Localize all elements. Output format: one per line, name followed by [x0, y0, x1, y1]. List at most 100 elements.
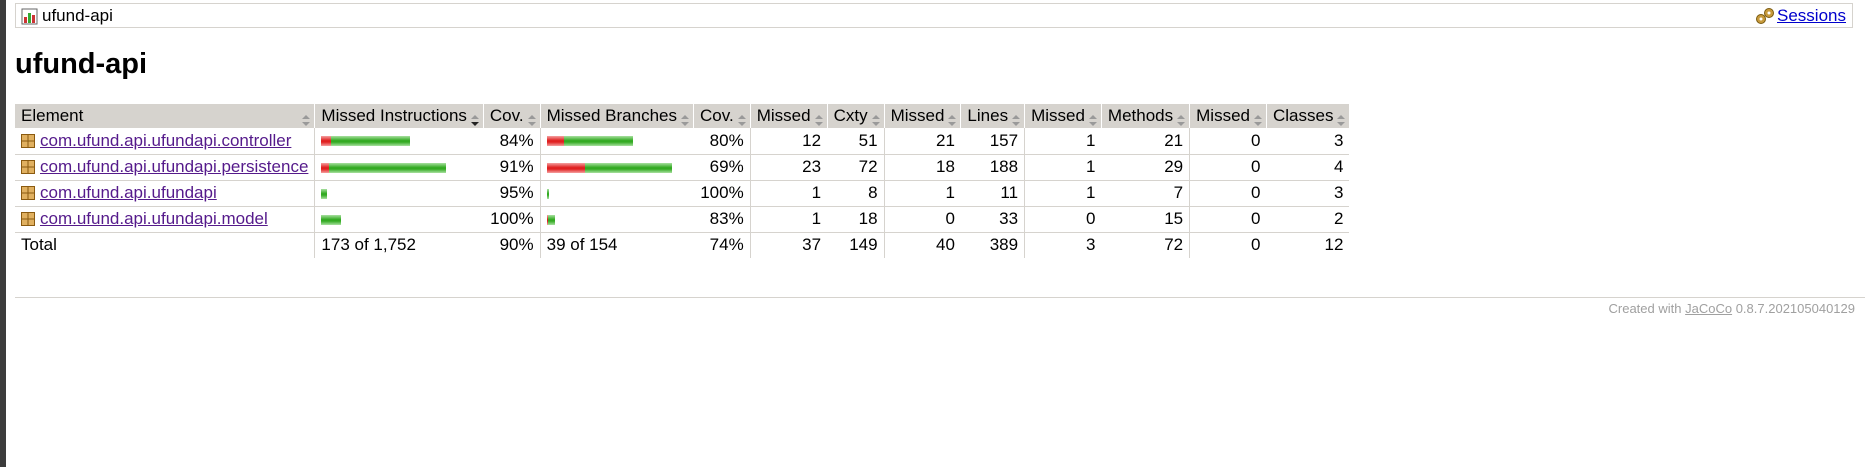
total-instructions: 173 of 1,752: [314, 231, 484, 258]
sessions-link[interactable]: Sessions: [1777, 6, 1846, 25]
classes-value: 3: [1266, 180, 1350, 207]
header-cxty-missed[interactable]: Missed: [749, 104, 828, 128]
header-cxty[interactable]: Cxty: [826, 104, 885, 128]
sort-icon: [681, 111, 689, 126]
branches-coverage-bar: [546, 188, 549, 199]
footer-prefix: Created with: [1608, 301, 1682, 316]
package-link[interactable]: com.ufund.api.ufundapi: [40, 183, 217, 202]
total-label: Total: [15, 231, 315, 258]
missed-bar: [546, 214, 548, 225]
total-methods: 72: [1101, 231, 1190, 258]
header-classes-missed[interactable]: Missed: [1189, 104, 1267, 128]
sessions-icon: [1755, 7, 1775, 25]
missed-bar: [321, 162, 330, 173]
instructions-coverage-bar: [321, 162, 447, 173]
header-missed-branches[interactable]: Missed Branches: [539, 104, 694, 128]
lines-value: 11: [960, 180, 1025, 207]
cxty-missed-value: 12: [749, 128, 828, 155]
breadcrumb: ufund-api Sessions: [15, 3, 1853, 28]
instructions-coverage-bar: [321, 188, 328, 199]
covered-bar: [321, 214, 342, 225]
package-link[interactable]: com.ufund.api.ufundapi.controller: [40, 130, 292, 150]
package-link[interactable]: com.ufund.api.ufundapi.persistence: [40, 157, 309, 176]
lines-value: 188: [960, 154, 1025, 181]
report-icon: [21, 8, 38, 25]
cxty-value: 8: [827, 180, 885, 207]
methods-value: 29: [1101, 154, 1190, 181]
covered-bar: [321, 188, 328, 199]
total-methods-missed: 3: [1024, 231, 1102, 258]
footer-divider: [15, 297, 1865, 298]
branches-cov-value: 69%: [693, 154, 751, 181]
lines-missed-value: 18: [883, 154, 961, 181]
footer-version: 0.8.7.202105040129: [1735, 301, 1855, 316]
sort-icon: [948, 111, 957, 126]
cxty-missed-value: 23: [749, 154, 828, 181]
branches-cov-value: 100%: [693, 180, 751, 207]
classes-value: 4: [1266, 154, 1350, 181]
lines-value: 157: [960, 128, 1025, 155]
header-branches-cov[interactable]: Cov.: [693, 104, 751, 128]
sort-icon: [1337, 111, 1346, 126]
classes-missed-value: 0: [1189, 154, 1267, 181]
package-link[interactable]: com.ufund.api.ufundapi.model: [40, 209, 268, 228]
total-lines-missed: 40: [883, 231, 961, 258]
branches-coverage-bar: [546, 162, 672, 173]
branches-cov-value: 80%: [693, 128, 751, 155]
sort-icon: [1088, 111, 1097, 126]
sort-icon: [814, 111, 823, 126]
methods-missed-value: 1: [1024, 180, 1102, 207]
covered-bar: [563, 136, 633, 147]
package-icon: [21, 211, 35, 226]
package-icon: [21, 185, 35, 200]
cxty-value: 18: [827, 206, 885, 233]
header-element[interactable]: Element: [15, 104, 315, 128]
instructions-cov-value: 91%: [483, 154, 541, 181]
cxty-missed-value: 1: [749, 180, 828, 207]
package-icon: [21, 159, 35, 174]
methods-missed-value: 1: [1024, 128, 1102, 155]
lines-missed-value: 1: [883, 180, 961, 207]
methods-missed-value: 0: [1024, 206, 1102, 233]
instructions-coverage-bar: [321, 136, 411, 147]
total-instructions-cov: 90%: [483, 231, 541, 258]
lines-missed-value: 21: [883, 128, 961, 155]
sort-icon: [737, 111, 746, 126]
cxty-missed-value: 1: [749, 206, 828, 233]
header-instructions-cov[interactable]: Cov.: [482, 104, 541, 128]
header-lines[interactable]: Lines: [960, 104, 1025, 128]
instructions-coverage-bar: [321, 214, 342, 225]
header-methods[interactable]: Methods: [1100, 104, 1190, 128]
missed-bar: [546, 162, 585, 173]
header-methods-missed[interactable]: Missed: [1024, 104, 1102, 128]
classes-value: 3: [1266, 128, 1350, 155]
methods-value: 15: [1101, 206, 1190, 233]
table-header-row: Element Missed Instructions Cov. Missed …: [15, 104, 1350, 128]
total-classes-missed: 0: [1189, 231, 1267, 258]
instructions-cov-value: 84%: [483, 128, 541, 155]
total-cxty: 149: [827, 231, 885, 258]
cxty-value: 72: [827, 154, 885, 181]
branches-coverage-bar: [546, 214, 555, 225]
package-icon: [21, 133, 35, 148]
cxty-value: 51: [827, 128, 885, 155]
sort-icon: [871, 111, 880, 126]
sort-icon: [527, 111, 536, 126]
breadcrumb-report-name: ufund-api: [42, 6, 113, 25]
sort-icon: [1177, 111, 1186, 126]
table-row: com.ufund.api.ufundapi 95% 100% 1 8 1 11…: [15, 180, 1350, 207]
covered-bar: [547, 214, 555, 225]
covered-bar: [331, 136, 411, 147]
methods-value: 21: [1101, 128, 1190, 155]
classes-missed-value: 0: [1189, 206, 1267, 233]
lines-missed-value: 0: [883, 206, 961, 233]
methods-value: 7: [1101, 180, 1190, 207]
sort-icon: [302, 111, 311, 126]
sort-icon: [1012, 111, 1021, 126]
header-lines-missed[interactable]: Missed: [883, 104, 961, 128]
jacoco-link[interactable]: JaCoCo: [1685, 301, 1733, 316]
covered-bar: [546, 188, 549, 199]
methods-missed-value: 1: [1024, 154, 1102, 181]
header-classes[interactable]: Classes: [1265, 104, 1350, 128]
header-missed-instructions[interactable]: Missed Instructions: [314, 104, 484, 128]
